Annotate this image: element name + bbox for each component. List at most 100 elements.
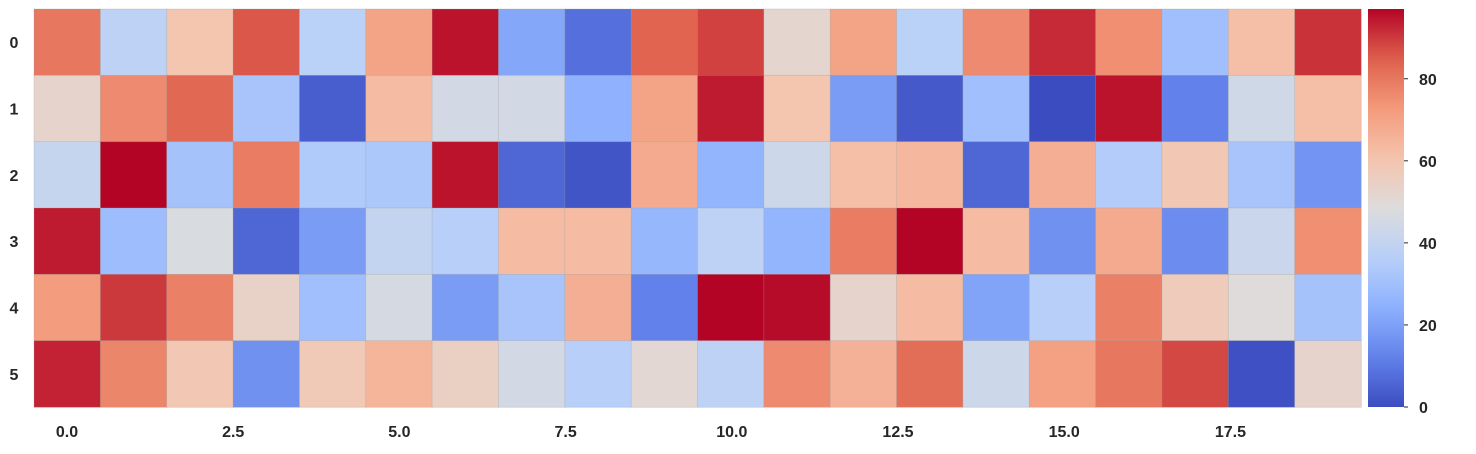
heatmap-cell-r4-c0: [33, 273, 102, 342]
heatmap-cell-r5-c5: [365, 340, 433, 408]
heatmap-cell-r5-c10: [697, 340, 765, 408]
heatmap-cell-r2-c19: [1294, 141, 1362, 209]
heatmap-cell-r2-c2: [166, 141, 234, 209]
heatmap-cell-r2-c11: [763, 141, 831, 209]
heatmap-cell-r3-c14: [962, 207, 1030, 276]
heatmap-cell-r3-c17: [1161, 207, 1229, 276]
heatmap-cell-r5-c8: [564, 340, 632, 408]
y-tick-label-0: 0: [10, 35, 19, 52]
heatmap-cell-r0-c6: [431, 8, 500, 77]
heatmap-cell-r4-c9: [630, 273, 699, 342]
colorbar-tick-label-40: 40: [1419, 236, 1437, 253]
heatmap-cell-r1-c11: [763, 74, 831, 143]
x-tick-label-0.0: 0.0: [56, 424, 78, 441]
heatmap-cell-r3-c4: [298, 207, 367, 276]
heatmap-cell-r5-c4: [298, 340, 367, 408]
colorbar: 0 20 40 60 80: [1368, 9, 1437, 417]
heatmap-cells: [33, 8, 1362, 408]
heatmap-cell-r0-c9: [630, 8, 699, 77]
heatmap-cell-r3-c2: [166, 207, 234, 276]
heatmap-cell-r4-c11: [763, 273, 831, 342]
heatmap-cell-r3-c1: [99, 207, 168, 276]
heatmap-cell-r1-c7: [498, 74, 566, 143]
heatmap-cell-r3-c12: [829, 207, 898, 276]
heatmap-cell-r2-c14: [962, 141, 1030, 209]
colorbar-tick-label-80: 80: [1419, 72, 1437, 89]
y-tick-labels: 0 1 2 3 4 5: [10, 35, 19, 384]
heatmap-cell-r2-c4: [298, 141, 367, 209]
heatmap-cell-r3-c16: [1095, 207, 1163, 276]
y-tick-label-4: 4: [10, 301, 19, 318]
heatmap-cell-r0-c16: [1095, 8, 1163, 77]
heatmap-cell-r4-c7: [498, 273, 566, 342]
x-tick-label-12.5: 12.5: [882, 424, 913, 441]
heatmap-cell-r2-c5: [365, 141, 433, 209]
heatmap-cell-r2-c18: [1227, 141, 1296, 209]
heatmap-cell-r2-c1: [99, 141, 168, 209]
heatmap-cell-r3-c3: [232, 207, 301, 276]
y-tick-label-3: 3: [10, 234, 19, 251]
heatmap-cell-r0-c19: [1294, 8, 1362, 77]
heatmap-cell-r5-c17: [1161, 340, 1229, 408]
heatmap-cell-r0-c0: [33, 8, 102, 77]
heatmap-cell-r1-c4: [298, 74, 367, 143]
heatmap-cell-r1-c2: [166, 74, 234, 143]
heatmap-cell-r5-c11: [763, 340, 831, 408]
heatmap-cell-r1-c5: [365, 74, 433, 143]
heatmap-cell-r1-c0: [33, 74, 102, 143]
heatmap-cell-r5-c15: [1028, 340, 1097, 408]
heatmap-cell-r2-c7: [498, 141, 566, 209]
heatmap-cell-r2-c13: [896, 141, 964, 209]
heatmap-cell-r3-c5: [365, 207, 433, 276]
heatmap-cell-r5-c18: [1227, 340, 1296, 408]
heatmap-cell-r3-c9: [630, 207, 699, 276]
heatmap-cell-r3-c11: [763, 207, 831, 276]
heatmap-cell-r4-c15: [1028, 273, 1097, 342]
heatmap-cell-r4-c5: [365, 273, 433, 342]
heatmap-cell-r5-c19: [1294, 340, 1362, 408]
heatmap-cell-r1-c6: [431, 74, 500, 143]
heatmap-cell-r4-c16: [1095, 273, 1163, 342]
colorbar-tick-label-60: 60: [1419, 154, 1437, 171]
heatmap-cell-r3-c10: [697, 207, 765, 276]
heatmap-cell-r5-c2: [166, 340, 234, 408]
heatmap-cell-r1-c3: [232, 74, 301, 143]
heatmap-cell-r3-c18: [1227, 207, 1296, 276]
heatmap-cell-r5-c7: [498, 340, 566, 408]
y-tick-label-5: 5: [10, 367, 19, 384]
heatmap-cell-r5-c3: [232, 340, 301, 408]
heatmap-cell-r2-c16: [1095, 141, 1163, 209]
heatmap-cell-r2-c10: [697, 141, 765, 209]
heatmap-cell-r3-c19: [1294, 207, 1362, 276]
heatmap-cell-r4-c17: [1161, 273, 1229, 342]
heatmap-cell-r4-c1: [99, 273, 168, 342]
heatmap-cell-r5-c13: [896, 340, 964, 408]
heatmap-cell-r0-c17: [1161, 8, 1229, 77]
heatmap-cell-r2-c17: [1161, 141, 1229, 209]
heatmap-cell-r0-c2: [166, 8, 234, 77]
heatmap-cell-r5-c1: [99, 340, 168, 408]
heatmap-cell-r0-c11: [763, 8, 831, 77]
heatmap-cell-r1-c15: [1028, 74, 1097, 143]
x-tick-label-17.5: 17.5: [1215, 424, 1246, 441]
heatmap-cell-r5-c9: [630, 340, 699, 408]
y-tick-label-2: 2: [10, 168, 19, 185]
heatmap-cell-r1-c8: [564, 74, 632, 143]
heatmap-cell-r3-c7: [498, 207, 566, 276]
y-tick-label-1: 1: [10, 102, 19, 119]
heatmap-cell-r1-c13: [896, 74, 964, 143]
x-tick-label-10.0: 10.0: [716, 424, 747, 441]
heatmap-cell-r3-c6: [431, 207, 500, 276]
heatmap-cell-r1-c18: [1227, 74, 1296, 143]
heatmap-cell-r1-c19: [1294, 74, 1362, 143]
heatmap-cell-r2-c0: [33, 141, 102, 209]
heatmap-cell-r1-c9: [630, 74, 699, 143]
heatmap-cell-r1-c14: [962, 74, 1030, 143]
heatmap-cell-r2-c8: [564, 141, 632, 209]
heatmap-cell-r0-c15: [1028, 8, 1097, 77]
heatmap-cell-r0-c5: [365, 8, 433, 77]
heatmap-cell-r4-c2: [166, 273, 234, 342]
heatmap-cell-r0-c4: [298, 8, 367, 77]
